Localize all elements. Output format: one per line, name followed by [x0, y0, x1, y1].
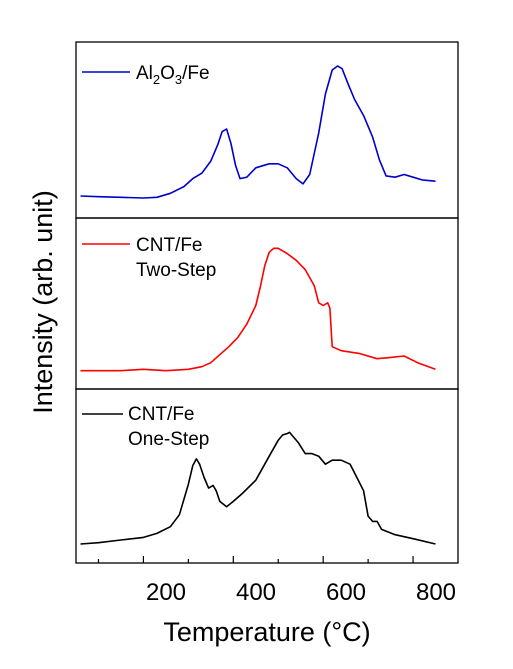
legend-label-one-step: One-Step — [128, 429, 209, 450]
series-line-cnt-fe-one-step — [80, 431, 436, 545]
legend-label-two-step: Two-Step — [136, 260, 216, 281]
legend-label-cnt-fe-two-step: CNT/Fe — [136, 235, 203, 256]
series-line-cnt-fe-two-step — [80, 247, 436, 372]
legend-label-al2o3-fe: Al2O3/Fe — [136, 63, 210, 87]
plot-panel-middle — [75, 217, 459, 390]
series-line-al2o3-fe — [80, 65, 436, 199]
x-tick-label-200: 200 — [146, 579, 186, 606]
plot-panel-bottom — [75, 388, 459, 564]
x-tick-label-800: 800 — [416, 579, 456, 606]
x-axis-title: Temperature (°C) — [163, 617, 370, 647]
plot-panel-top — [75, 41, 459, 219]
legend-label-cnt-fe-one-step: CNT/Fe — [128, 404, 195, 425]
y-axis-title: Intensity (arb. unit) — [28, 190, 58, 414]
x-tick-label-600: 600 — [326, 579, 366, 606]
x-tick-label-400: 400 — [236, 579, 276, 606]
x-axis-ticks — [97, 556, 414, 563]
